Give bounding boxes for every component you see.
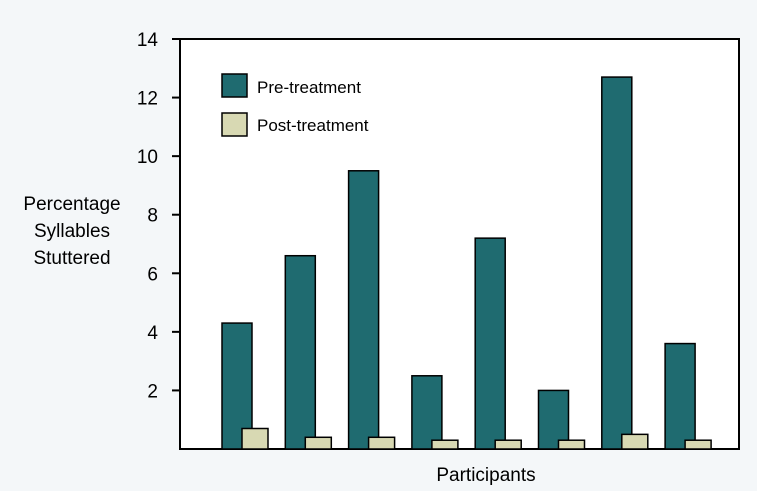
y-tick-label: 12 [137, 89, 158, 110]
bar-pre-treatment-8 [664, 342, 696, 450]
bars-layer [221, 76, 712, 450]
bar-pre-treatment-1 [221, 322, 253, 450]
y-axis-title-line-2: Syllables [34, 221, 110, 242]
bar-pre-treatment-7 [601, 76, 633, 450]
legend-label-pre-treatment: Pre-treatment [257, 78, 361, 97]
y-tick-label: 14 [137, 30, 159, 51]
bar-post-treatment-2 [304, 436, 333, 450]
legend-swatch-post-treatment [221, 112, 248, 137]
y-axis: 2 4 6 8 10 12 14 [137, 30, 180, 402]
y-axis-title-line-1: Percentage [23, 194, 120, 215]
plot-frame [179, 38, 740, 450]
x-axis-title: Participants [436, 465, 535, 486]
bar-post-treatment-4 [431, 439, 459, 450]
bar-pre-treatment-3 [347, 170, 380, 450]
y-axis-title-line-3: Stuttered [33, 248, 110, 269]
bar-post-treatment-5 [494, 439, 522, 450]
bar-post-treatment-1 [241, 427, 269, 450]
legend-label-post-treatment: Post-treatment [257, 116, 369, 135]
y-tick-label: 10 [137, 147, 158, 168]
y-tick-label: 8 [147, 206, 158, 227]
y-tick-label: 6 [147, 264, 158, 285]
bar-pre-treatment-4 [411, 375, 443, 450]
bar-post-treatment-3 [367, 436, 396, 450]
bar-post-treatment-8 [684, 439, 712, 450]
bar-pre-treatment-2 [284, 254, 317, 450]
y-tick-label: 4 [147, 323, 158, 344]
bar-post-treatment-7 [621, 433, 649, 450]
legend: Pre-treatment Post-treatment [221, 73, 369, 137]
bar-pre-treatment-5 [474, 237, 506, 450]
bar-pre-treatment-6 [537, 389, 570, 450]
bar-post-treatment-6 [557, 439, 586, 450]
y-tick-label: 2 [147, 381, 158, 402]
legend-swatch-pre-treatment [221, 73, 248, 98]
